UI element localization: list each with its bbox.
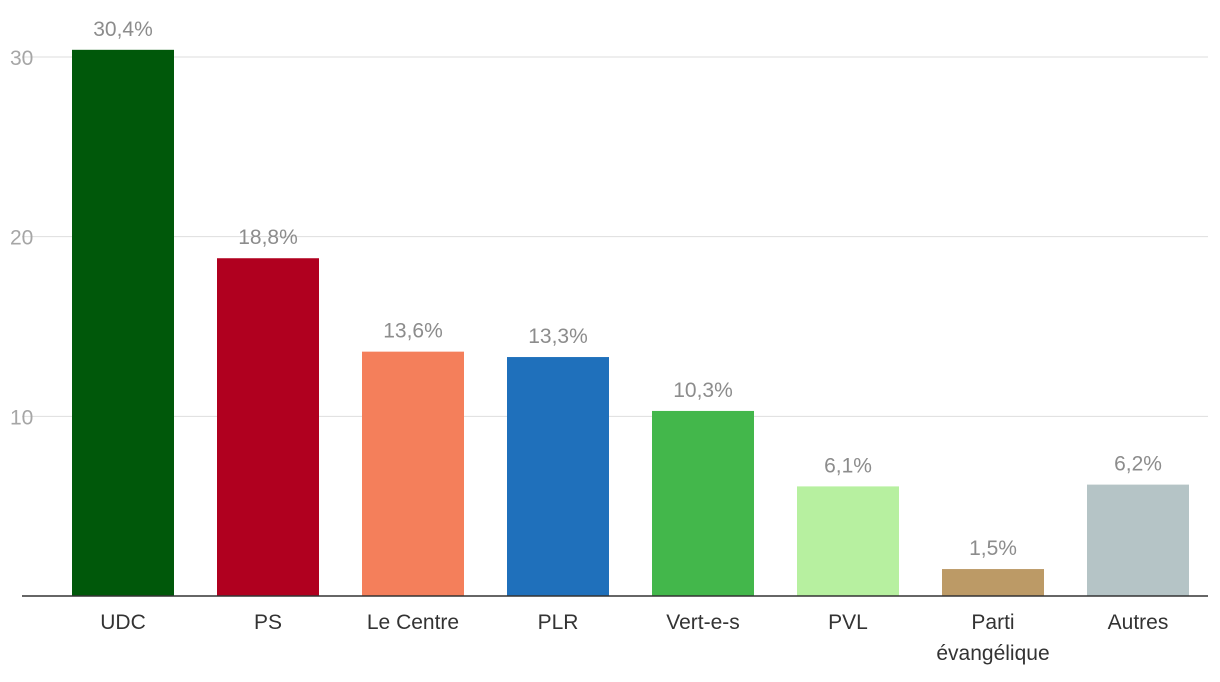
y-tick-label: 20 (10, 227, 33, 250)
x-tick-label-line: Le Centre (367, 611, 459, 634)
data-label: 18,8% (238, 226, 298, 249)
bar (1087, 484, 1189, 596)
x-axis-labels: UDC PS Le Centre PLR Vert-e-s PVL Parti évangél… (100, 611, 1168, 665)
y-tick-label: 30 (10, 47, 33, 70)
y-tick-label: 10 (10, 406, 33, 429)
bar (797, 486, 899, 596)
bar (652, 410, 754, 596)
x-tick-label-line: évangélique (936, 642, 1049, 665)
y-axis-ticks: 10 20 30 (10, 47, 33, 429)
bar (72, 49, 174, 596)
bars (72, 49, 1189, 596)
data-label: 6,1% (824, 454, 872, 477)
x-tick-label-line: PLR (538, 611, 579, 634)
data-label: 1,5% (969, 537, 1017, 560)
data-label: 13,3% (528, 325, 588, 348)
value-labels: 30,4% 18,8% 13,6% 13,3% 10,3% 6,1% 1,5% 6,2% (93, 18, 1162, 560)
x-tick-label: Le Centre (367, 611, 459, 634)
x-tick-label-line: Parti (971, 611, 1014, 634)
bar (217, 258, 319, 596)
data-label: 13,6% (383, 320, 443, 343)
bar (507, 357, 609, 596)
x-tick-label: PS (254, 611, 282, 634)
x-tick-label: PVL (828, 611, 868, 634)
data-label: 10,3% (673, 379, 733, 402)
x-tick-label: Autres (1108, 611, 1169, 634)
x-tick-label: UDC (100, 611, 146, 634)
data-label: 6,2% (1114, 453, 1162, 476)
bar (362, 351, 464, 596)
x-tick-label-line: Autres (1108, 611, 1169, 634)
x-tick-label-line: PVL (828, 611, 868, 634)
x-tick-label: Parti évangélique (936, 611, 1049, 665)
x-tick-label-line: PS (254, 611, 282, 634)
x-tick-label: Vert-e-s (666, 611, 740, 634)
x-tick-label: PLR (538, 611, 579, 634)
data-label: 30,4% (93, 18, 153, 41)
x-tick-label-line: Vert-e-s (666, 611, 740, 634)
x-tick-label-line: UDC (100, 611, 146, 634)
bar (942, 569, 1044, 596)
gridlines (22, 56, 1208, 417)
